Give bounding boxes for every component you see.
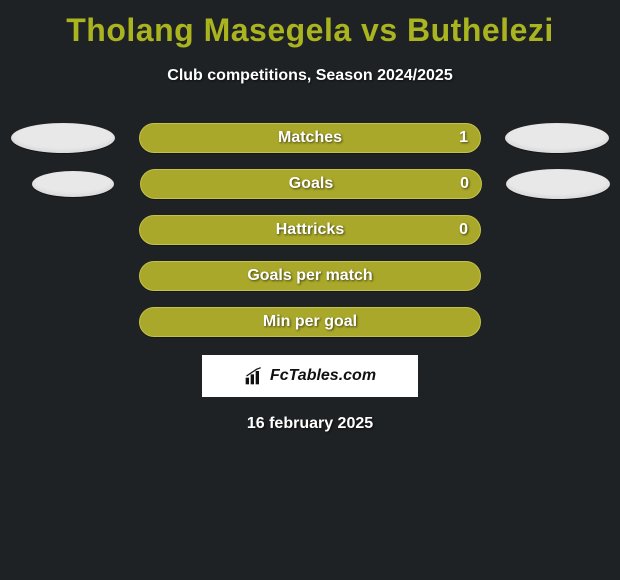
- subtitle: Club competitions, Season 2024/2025: [0, 67, 620, 85]
- stat-bar: Hattricks 0: [139, 215, 481, 245]
- logo-text: FcTables.com: [270, 367, 376, 385]
- stat-value: 0: [459, 221, 468, 239]
- stat-bar: Goals per match: [139, 261, 481, 291]
- player-right-marker: [506, 169, 610, 199]
- stat-label: Goals per match: [247, 267, 372, 285]
- stat-rows: Matches 1 Goals 0 Hattricks 0 Goals per …: [0, 123, 620, 337]
- stat-label: Goals: [289, 175, 333, 193]
- stat-row-gpm: Goals per match: [0, 261, 620, 291]
- stat-value: 0: [460, 175, 469, 193]
- barchart-icon: [244, 366, 264, 386]
- stat-bar: Goals 0: [140, 169, 482, 199]
- player-right-marker: [505, 123, 609, 153]
- stat-label: Matches: [278, 129, 342, 147]
- stat-row-hattricks: Hattricks 0: [0, 215, 620, 245]
- player-left-marker: [32, 171, 114, 197]
- snapshot-date: 16 february 2025: [0, 415, 620, 433]
- stat-bar: Min per goal: [139, 307, 481, 337]
- fctables-logo[interactable]: FcTables.com: [202, 355, 418, 397]
- stat-label: Hattricks: [276, 221, 344, 239]
- stat-row-matches: Matches 1: [0, 123, 620, 153]
- stat-label: Min per goal: [263, 313, 357, 331]
- stat-row-goals: Goals 0: [0, 169, 620, 199]
- stat-bar: Matches 1: [139, 123, 481, 153]
- player-left-marker: [11, 123, 115, 153]
- comparison-title: Tholang Masegela vs Buthelezi: [0, 0, 620, 49]
- stat-row-mpg: Min per goal: [0, 307, 620, 337]
- stat-value: 1: [459, 129, 468, 147]
